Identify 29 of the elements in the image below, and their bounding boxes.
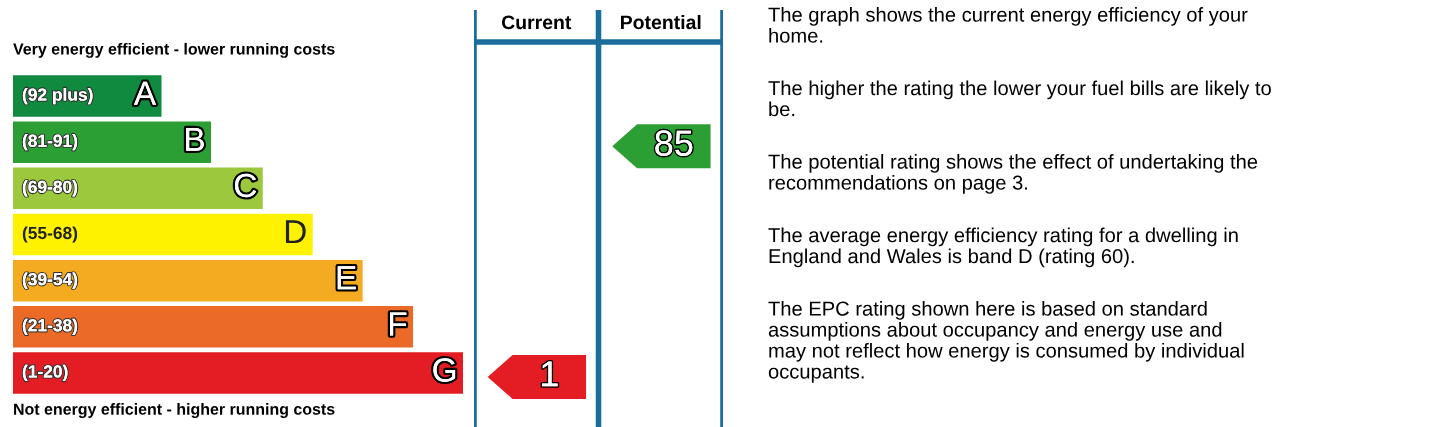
- y-tick-label: E: [337, 266, 356, 290]
- bar: [13, 213, 313, 256]
- chart-title: Very energy efficient - lower running costs: [13, 42, 335, 58]
- text: The graph shows the current energy efficiency of your home.: [768, 7, 1248, 43]
- y-tick-label: C: [234, 173, 257, 198]
- bar: [13, 259, 363, 302]
- text: Not energy efficient - higher running costs: [14, 403, 335, 419]
- annotation: (69-80): [22, 180, 78, 197]
- data-label: 85: [655, 130, 693, 156]
- y-tick-label: F: [390, 312, 407, 336]
- bar: [13, 352, 463, 394]
- annotation: (55-68): [22, 226, 78, 243]
- annotation: (92 plus): [22, 87, 93, 105]
- y-tick-label: A: [133, 81, 157, 105]
- y-tick-label: D: [285, 220, 306, 244]
- text: The EPC rating shown here is based on standard assumptions about occupancy and energy use and may not reflect how energy is consumed by individual occupants.: [768, 301, 1244, 383]
- y-tick-label: G: [433, 358, 456, 382]
- text: The average energy efficiency rating for a dwelling in England and Wales is band D (rating 60).: [768, 227, 1238, 268]
- annotation: (21-38): [22, 318, 78, 335]
- data-label: 1: [542, 361, 558, 387]
- bar: [13, 306, 414, 348]
- category-label: Current: [501, 15, 572, 30]
- text: The higher the rating the lower your fuel bills are likely to be.: [768, 80, 1271, 117]
- text: The potential rating shows the effect of undertaking the recommendations on page 3.: [768, 154, 1258, 194]
- annotation: (1-20): [22, 364, 68, 382]
- category-label: Potential: [621, 14, 701, 30]
- y-tick-label: B: [186, 127, 204, 151]
- annotation: (81-91): [22, 134, 78, 151]
- annotation: (39-54): [22, 272, 78, 289]
